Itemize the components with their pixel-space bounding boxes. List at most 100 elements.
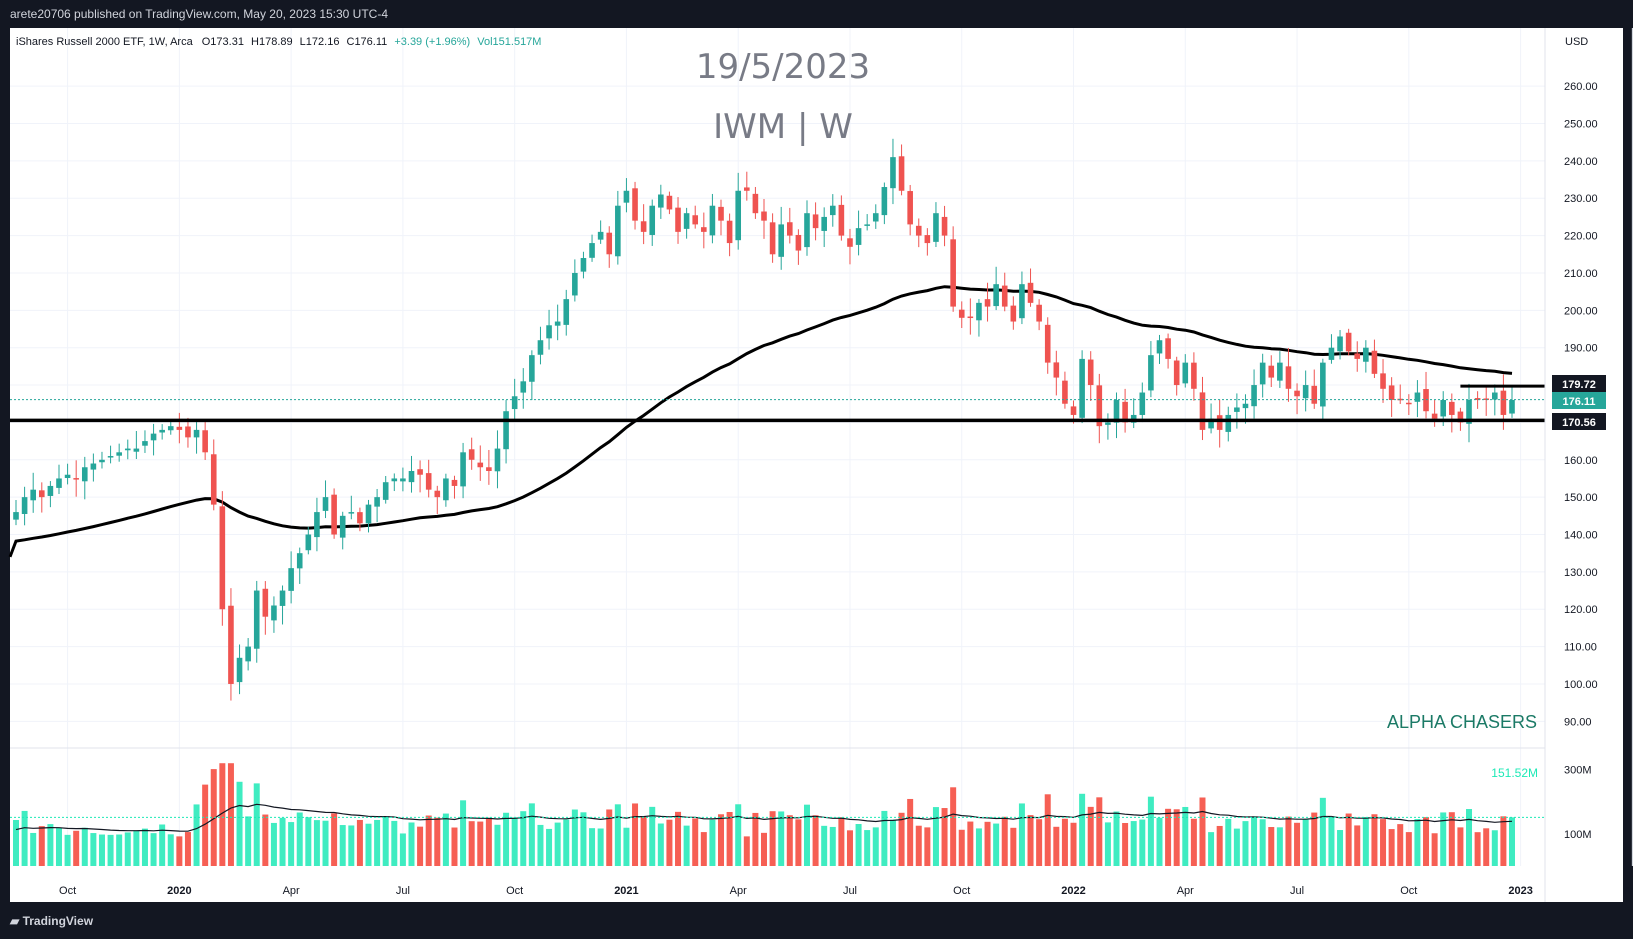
volume-bar (675, 811, 682, 866)
candle-body (30, 489, 36, 501)
candle-body (941, 216, 948, 236)
volume-bar (1388, 829, 1395, 866)
candle-body (658, 194, 664, 208)
tradingview-logo[interactable]: ▰ TradingView (10, 914, 93, 928)
volume-bar (520, 811, 527, 866)
volume-bar (563, 819, 570, 866)
candle-body (1216, 415, 1223, 430)
candle-body (1242, 403, 1249, 409)
volume-bar (1414, 819, 1421, 866)
currency-label: USD (1565, 36, 1588, 48)
volume-bar (554, 822, 561, 866)
time-axis: Oct 2020 Apr Jul Oct 2021 Apr Jul Oct 2022 Apr Jul O… (59, 885, 1633, 897)
volume-bar (941, 808, 948, 866)
candle-body (898, 156, 905, 191)
volume-bar (778, 811, 785, 866)
candle-body (933, 213, 939, 242)
volume-bar (159, 824, 166, 866)
volume-bar (1319, 797, 1326, 866)
volume-bar (537, 824, 544, 866)
candle-body (486, 467, 492, 471)
candle-body (417, 469, 423, 475)
volume-bar (735, 804, 742, 866)
volume-bar (1199, 797, 1206, 866)
candle-body (124, 448, 131, 451)
volume-bar (1371, 814, 1378, 866)
candle-body (1466, 400, 1472, 424)
volume-bar (692, 818, 699, 866)
candle-body (391, 478, 398, 482)
volume-bar (1130, 821, 1137, 866)
candle-body (993, 284, 999, 307)
volume-bar (1466, 809, 1473, 866)
x-tick-label: 2023 (1508, 885, 1532, 897)
candle-body (357, 512, 363, 524)
volume-bar (288, 822, 295, 866)
volume-bar (1001, 816, 1008, 866)
candle-body (339, 515, 346, 538)
chart-panel[interactable] (10, 28, 1623, 902)
volume-bar (932, 807, 939, 866)
y-tick-label: 140.00 (1564, 530, 1598, 542)
volume-bar (322, 820, 329, 866)
candle-body (374, 497, 380, 507)
volume-bar (1061, 818, 1068, 866)
candle-body (90, 463, 97, 470)
volume-bar (365, 823, 372, 866)
volume-bar (98, 834, 105, 866)
volume-bar (1104, 822, 1111, 866)
volume-bar (1483, 828, 1490, 866)
candle-body (1311, 385, 1318, 404)
volume-bar (915, 825, 922, 866)
volume-bar (743, 836, 750, 866)
x-tick-label: 2022 (1061, 885, 1085, 897)
candle-body (245, 646, 251, 662)
volume-bar (1448, 812, 1455, 866)
candle-body (1010, 305, 1017, 322)
volume-bar (1380, 819, 1387, 866)
volume-bar (305, 817, 312, 866)
candle-body (1079, 358, 1085, 418)
volume-bar (434, 817, 441, 866)
volume-ma (10, 803, 1545, 832)
candle-body (193, 429, 200, 438)
volume-bar (1457, 827, 1464, 866)
candle-body (666, 195, 673, 210)
candle-body (692, 215, 699, 225)
candle-body (1268, 365, 1275, 378)
candle-body (984, 299, 991, 307)
candle-body (382, 482, 389, 500)
candle-body (1234, 407, 1240, 412)
volume-bar (107, 834, 114, 866)
volume-bar (1139, 819, 1146, 866)
candle-body (150, 433, 157, 441)
candle-body (1328, 347, 1335, 360)
candle-body (38, 490, 45, 498)
volume-bar (1044, 794, 1051, 866)
volume-bar (202, 784, 209, 866)
volume-bar (761, 832, 767, 866)
volume-bar (184, 832, 191, 866)
y-tick-label: 240.00 (1564, 156, 1598, 168)
candle-body (804, 213, 810, 248)
candle-body (1285, 366, 1292, 389)
candle-body (572, 272, 578, 296)
volume-bar (1431, 833, 1438, 866)
volume-bar (21, 810, 28, 866)
volume-bar (1122, 822, 1129, 866)
volume-bar (589, 828, 596, 866)
publish-bar: arete20706 published on TradingView.com,… (0, 0, 1633, 28)
candle-body (279, 590, 286, 606)
candle-body (967, 316, 974, 319)
volume-bar (279, 817, 286, 866)
support-price-badge: 170.56 (1552, 413, 1606, 430)
candle-body (1423, 389, 1429, 412)
candle-body (494, 448, 501, 472)
candle-body (1087, 359, 1094, 386)
volume-bar (1311, 812, 1318, 866)
candle-body (683, 213, 690, 229)
volume-bar (1474, 832, 1481, 866)
tv-logo-icon: ▰ (10, 914, 23, 928)
volume-bar (846, 830, 853, 866)
